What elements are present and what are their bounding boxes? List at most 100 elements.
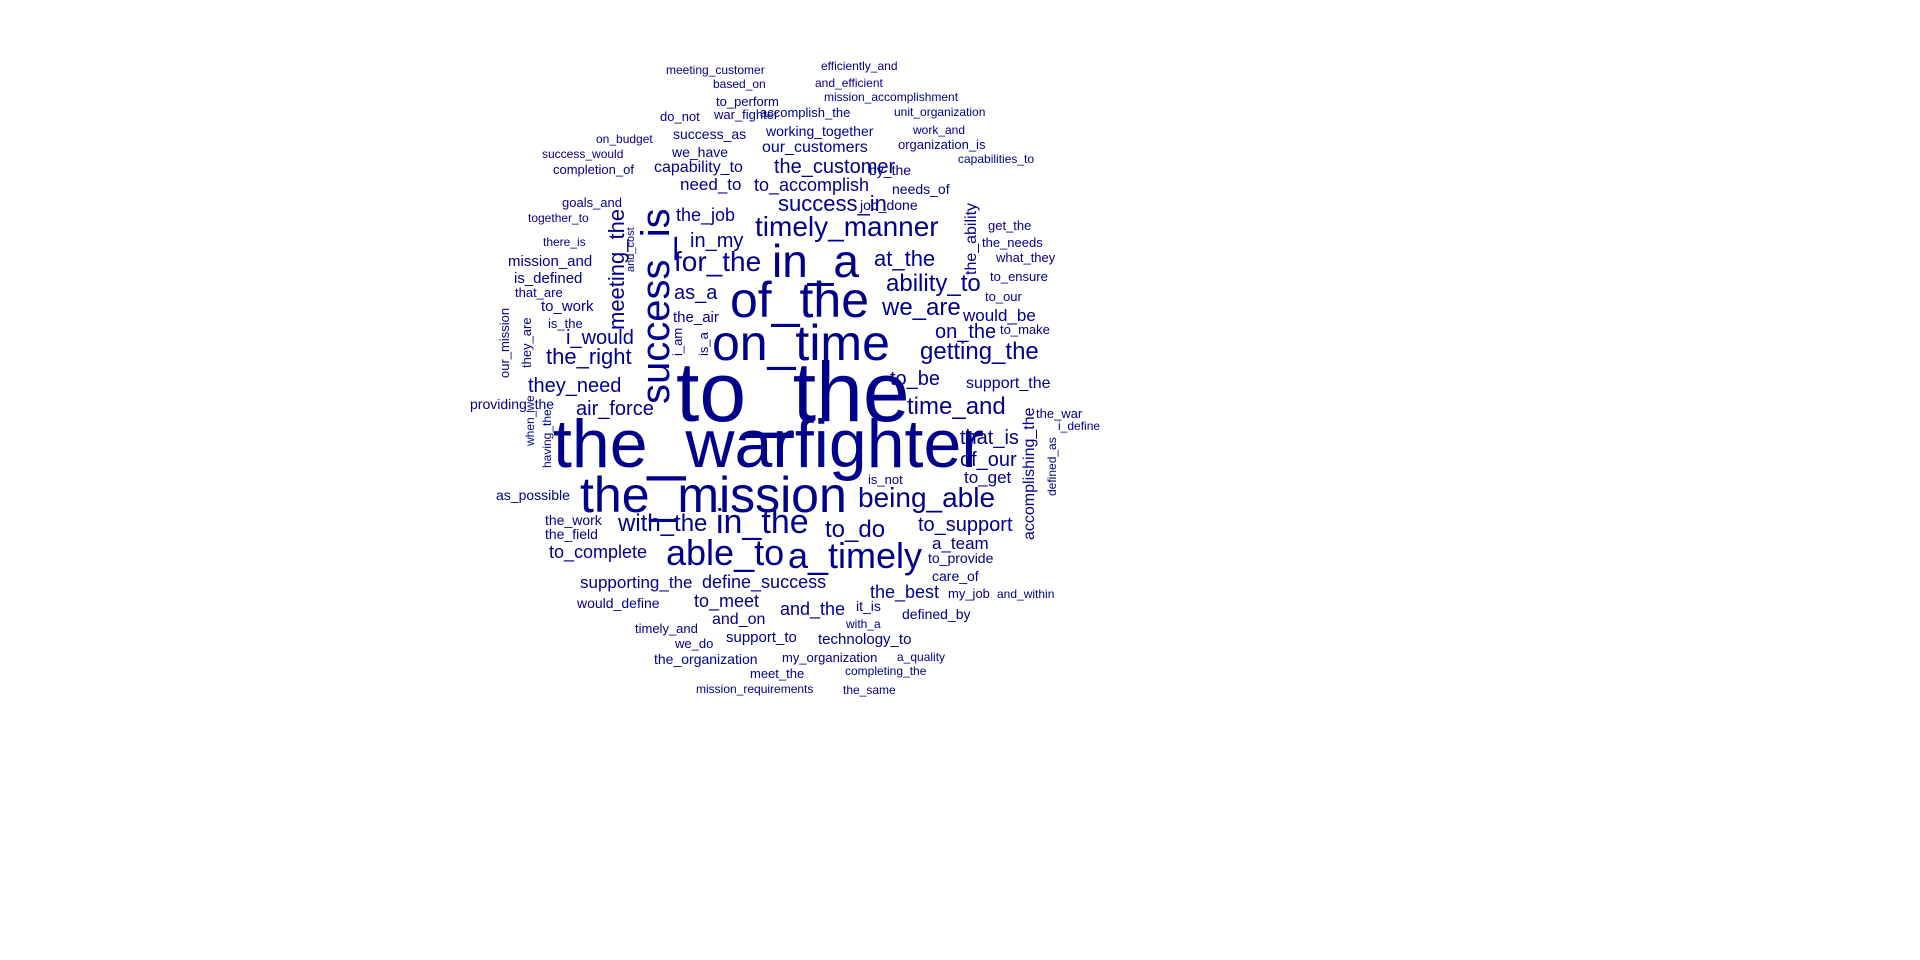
word: success_would: [542, 147, 624, 161]
word: there_is: [543, 235, 586, 249]
word: to_work: [541, 298, 594, 315]
word: by_the: [869, 162, 912, 178]
word: together_to: [528, 211, 589, 225]
word: they_need: [528, 375, 622, 397]
word: the_right: [546, 344, 632, 369]
word: timely_manner: [755, 211, 939, 242]
word: efficiently_and: [821, 59, 898, 73]
word: capabilities_to: [958, 152, 1035, 166]
word: working_together: [766, 123, 874, 139]
word: completion_of: [553, 162, 634, 177]
word: to_be: [890, 368, 941, 390]
word: defined_by: [902, 606, 971, 622]
word: at_the: [874, 246, 936, 271]
word: the_war: [1036, 406, 1083, 421]
word: get_the: [988, 218, 1032, 233]
word: to_support: [918, 514, 1013, 536]
word: to_get: [964, 468, 1012, 487]
word: goals_and: [562, 195, 622, 210]
word: for_the: [674, 246, 762, 277]
word: is_the: [548, 316, 583, 331]
word: to_the: [676, 345, 910, 439]
word: of_our: [960, 449, 1017, 471]
word: a_quality: [897, 650, 946, 664]
word: based_on: [713, 77, 766, 91]
word: and_within: [997, 587, 1055, 601]
word: success_in: [778, 191, 887, 216]
word: we_are: [882, 294, 961, 321]
word: providing_the: [470, 396, 555, 412]
word: mission_and: [508, 253, 593, 270]
word: would_define: [577, 595, 660, 611]
word: the_customer: [774, 156, 896, 178]
word: the_air: [673, 309, 719, 326]
word: to_meet: [694, 591, 760, 611]
word: and_cost: [625, 227, 637, 272]
word: meet_the: [750, 666, 805, 681]
word: our_mission: [497, 307, 512, 378]
word: the_ability: [963, 202, 980, 275]
word: and_efficient: [815, 76, 883, 90]
word: supporting_the: [580, 573, 693, 592]
word: the_same: [843, 683, 896, 697]
word: care_of: [932, 568, 979, 584]
word: we_have: [672, 144, 729, 160]
word: my_job: [948, 586, 990, 601]
word: success_as: [673, 126, 747, 142]
word: as_possible: [496, 487, 570, 503]
word: is_not: [868, 472, 903, 487]
word: support_the: [966, 375, 1051, 392]
word: is_defined: [514, 270, 583, 287]
word: the_organization: [654, 651, 758, 667]
word: accomplishing_the: [1021, 407, 1038, 540]
word: meeting_customer: [666, 63, 765, 77]
word: able_to: [666, 532, 785, 573]
word: a_timely: [788, 535, 923, 576]
word: to_provide: [928, 550, 994, 566]
word: timely_and: [635, 621, 698, 636]
word: organization_is: [898, 137, 986, 152]
word: to_our: [985, 289, 1022, 304]
word: the_work: [545, 512, 602, 528]
word: i_define: [1058, 419, 1101, 433]
word: my_organization: [782, 650, 878, 665]
word: the_job: [676, 205, 736, 225]
word: would_be: [963, 306, 1036, 325]
word: the_warfighter: [553, 406, 984, 482]
word: need_to: [680, 175, 742, 194]
word: do_not: [660, 109, 700, 124]
word: with_the: [618, 510, 708, 537]
word: when_we: [523, 395, 537, 446]
word: job_done: [860, 197, 918, 213]
word: it_is: [856, 598, 881, 614]
word: on_the: [935, 321, 997, 343]
word: defined_as: [1045, 437, 1059, 496]
word: our_customers: [762, 139, 868, 156]
word: as_a: [674, 282, 718, 304]
word: that_is: [960, 427, 1019, 449]
word: define_success: [702, 572, 827, 592]
word: and_the: [780, 599, 846, 619]
word: accomplish_the: [760, 105, 851, 120]
word: success_is: [634, 208, 678, 404]
word: to_make: [1000, 322, 1050, 337]
word: unit_organization: [894, 105, 986, 119]
word: capability_to: [654, 159, 743, 176]
word: technology_to: [818, 631, 912, 648]
word: time_and: [907, 393, 1006, 420]
word: is_a: [696, 332, 711, 356]
word: to_do: [825, 516, 886, 543]
word: having_the: [540, 409, 554, 468]
word: being_able: [858, 482, 996, 513]
word: in_my: [690, 230, 744, 252]
word: support_to: [726, 629, 797, 646]
word: i_am: [670, 327, 685, 356]
word: the_needs: [982, 235, 1043, 250]
word: the_field: [545, 526, 598, 542]
word: to_complete: [549, 542, 648, 562]
word: and_on: [712, 611, 766, 628]
word: on_time: [712, 315, 890, 371]
word: we_do: [675, 636, 714, 651]
word: in_a: [772, 235, 859, 287]
